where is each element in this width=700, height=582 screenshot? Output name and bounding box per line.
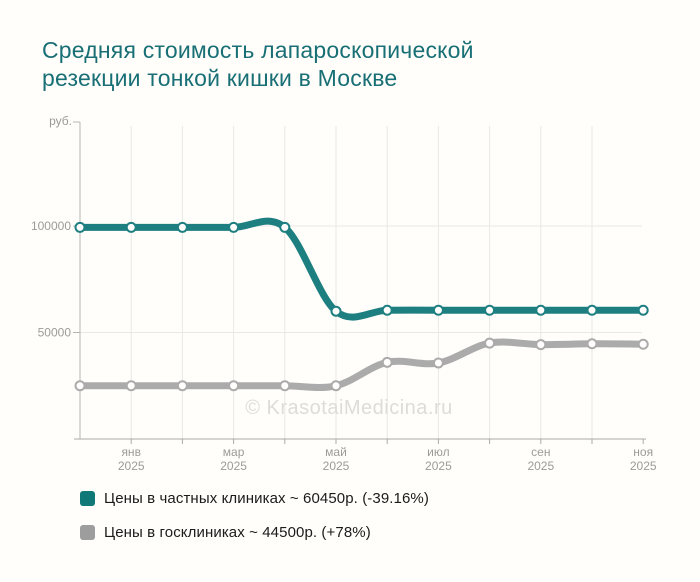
chart-title-line1: Средняя стоимость лапароскопической xyxy=(42,37,474,63)
x-axis-tick-label-year: 2025 xyxy=(220,459,247,473)
data-point-private-clinics-май[interactable] xyxy=(330,305,342,317)
x-axis-tick-label-year: 2025 xyxy=(323,459,350,473)
data-point-private-clinics-сен[interactable] xyxy=(535,304,547,316)
y-axis-tick-label: 50000 xyxy=(38,326,72,340)
x-axis-tick-label-month: мар xyxy=(223,445,245,459)
data-point-private-clinics-июл[interactable] xyxy=(432,304,444,316)
x-axis-tick-label-year: 2025 xyxy=(118,459,145,473)
data-point-state-clinics-янв[interactable] xyxy=(125,380,137,392)
legend-swatch-state-clinics xyxy=(80,524,95,540)
data-point-state-clinics-мар[interactable] xyxy=(228,380,240,392)
x-axis-tick-label-year: 2025 xyxy=(527,459,554,473)
legend-label-private-clinics: Цены в частных клиниках ~ 60450р. (-39.1… xyxy=(104,489,429,507)
x-axis-tick-label-year: 2025 xyxy=(425,459,452,473)
data-point-state-clinics-ноя[interactable] xyxy=(637,338,649,350)
legend-label-state-clinics: Цены в госклиниках ~ 44500р. (+78%) xyxy=(104,523,371,541)
y-axis-tick-label: 100000 xyxy=(31,219,71,233)
x-axis-tick-label-month: май xyxy=(325,445,347,459)
price-chart: © KrasotaiMedicina.ru руб. 100000 50000 янв 2… xyxy=(31,114,657,473)
data-point-private-clinics-авг[interactable] xyxy=(484,304,496,316)
data-point-state-clinics-сен[interactable] xyxy=(535,339,547,351)
series-line-private-clinics xyxy=(76,217,647,321)
legend-item-state-clinics: Цены в госклиниках ~ 44500р. (+78%) xyxy=(80,523,429,541)
data-point-state-clinics-май[interactable] xyxy=(330,380,342,392)
data-point-state-clinics-дек[interactable] xyxy=(74,380,86,392)
data-point-state-clinics-июл[interactable] xyxy=(432,357,444,369)
data-point-private-clinics-ноя[interactable] xyxy=(637,304,649,316)
legend-item-private-clinics: Цены в частных клиниках ~ 60450р. (-39.1… xyxy=(80,489,429,507)
watermark-text: © KrasotaiMedicina.ru xyxy=(245,397,453,419)
data-point-state-clinics-авг[interactable] xyxy=(484,337,496,349)
x-axis-tick-label-month: янв xyxy=(121,445,141,459)
y-axis-unit-label: руб. xyxy=(49,114,72,128)
price-chart-svg: © KrasotaiMedicina.ruруб.10000050000янв2… xyxy=(31,114,657,473)
data-point-private-clinics-окт[interactable] xyxy=(586,304,598,316)
data-point-private-clinics-фев[interactable] xyxy=(176,221,188,233)
data-point-private-clinics-мар[interactable] xyxy=(228,221,240,233)
chart-title-line2: резекции тонкой кишки в Москве xyxy=(42,65,398,91)
data-point-state-clinics-июн[interactable] xyxy=(381,356,393,368)
legend-swatch-private-clinics xyxy=(80,490,95,506)
data-point-private-clinics-июн[interactable] xyxy=(381,304,393,316)
x-axis-tick-label-month: июл xyxy=(427,445,449,459)
chart-title: Средняя стоимость лапароскопической резе… xyxy=(42,36,474,92)
data-point-state-clinics-фев[interactable] xyxy=(176,380,188,392)
data-point-private-clinics-апр[interactable] xyxy=(279,221,291,233)
x-axis-tick-label-year: 2025 xyxy=(630,459,657,473)
chart-legend: Цены в частных клиниках ~ 60450р. (-39.1… xyxy=(80,489,429,557)
x-axis-tick-label-month: сен xyxy=(531,445,550,459)
data-point-state-clinics-окт[interactable] xyxy=(586,338,598,350)
data-point-state-clinics-апр[interactable] xyxy=(279,380,291,392)
series-line-state-clinics xyxy=(76,338,647,392)
data-point-private-clinics-дек[interactable] xyxy=(74,221,86,233)
x-axis-tick-label-month: ноя xyxy=(633,445,653,459)
data-point-private-clinics-янв[interactable] xyxy=(125,221,137,233)
